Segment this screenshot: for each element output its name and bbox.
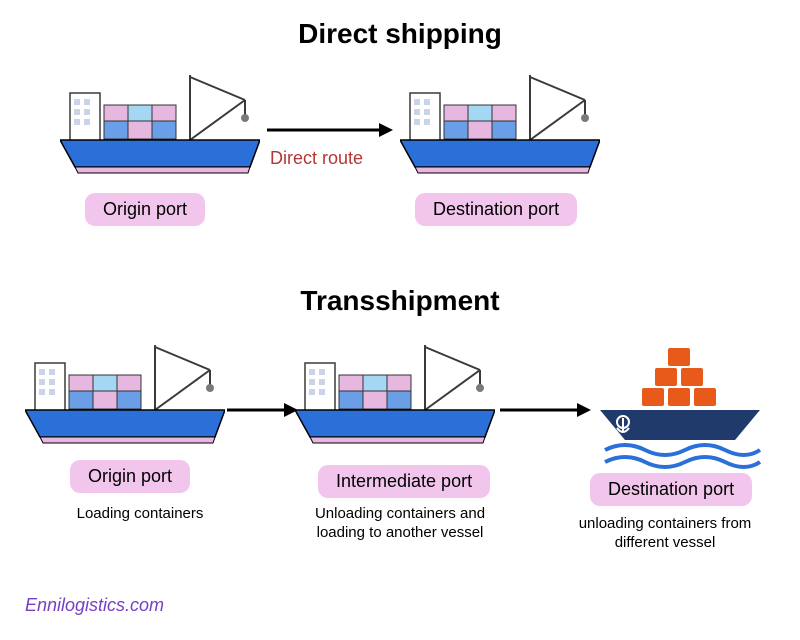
direct-route-arrow	[265, 118, 395, 142]
origin-port-pill-2: Origin port	[70, 460, 190, 493]
origin-port-pill-1: Origin port	[85, 193, 205, 226]
arrow-to-destination	[498, 398, 593, 422]
destination-port-pill-1: Destination port	[415, 193, 577, 226]
intermediate-ship	[295, 335, 495, 455]
destination-ship-2	[595, 340, 765, 470]
destination-ship-1	[400, 65, 600, 185]
direct-route-label: Direct route	[270, 148, 363, 169]
direct-shipping-title: Direct shipping	[0, 18, 800, 50]
unload-diff-desc: unloading containers from different vess…	[560, 515, 770, 553]
arrow-to-intermediate	[225, 398, 300, 422]
watermark: Ennilogistics.com	[25, 595, 164, 616]
transshipment-title: Transshipment	[0, 285, 800, 317]
unload-reload-desc: Unloading containers and loading to anot…	[300, 505, 500, 543]
loading-desc: Loading containers	[55, 505, 225, 524]
origin-ship-1	[60, 65, 260, 185]
origin-ship-2	[25, 335, 225, 455]
intermediate-port-pill: Intermediate port	[318, 465, 490, 498]
destination-port-pill-2: Destination port	[590, 473, 752, 506]
